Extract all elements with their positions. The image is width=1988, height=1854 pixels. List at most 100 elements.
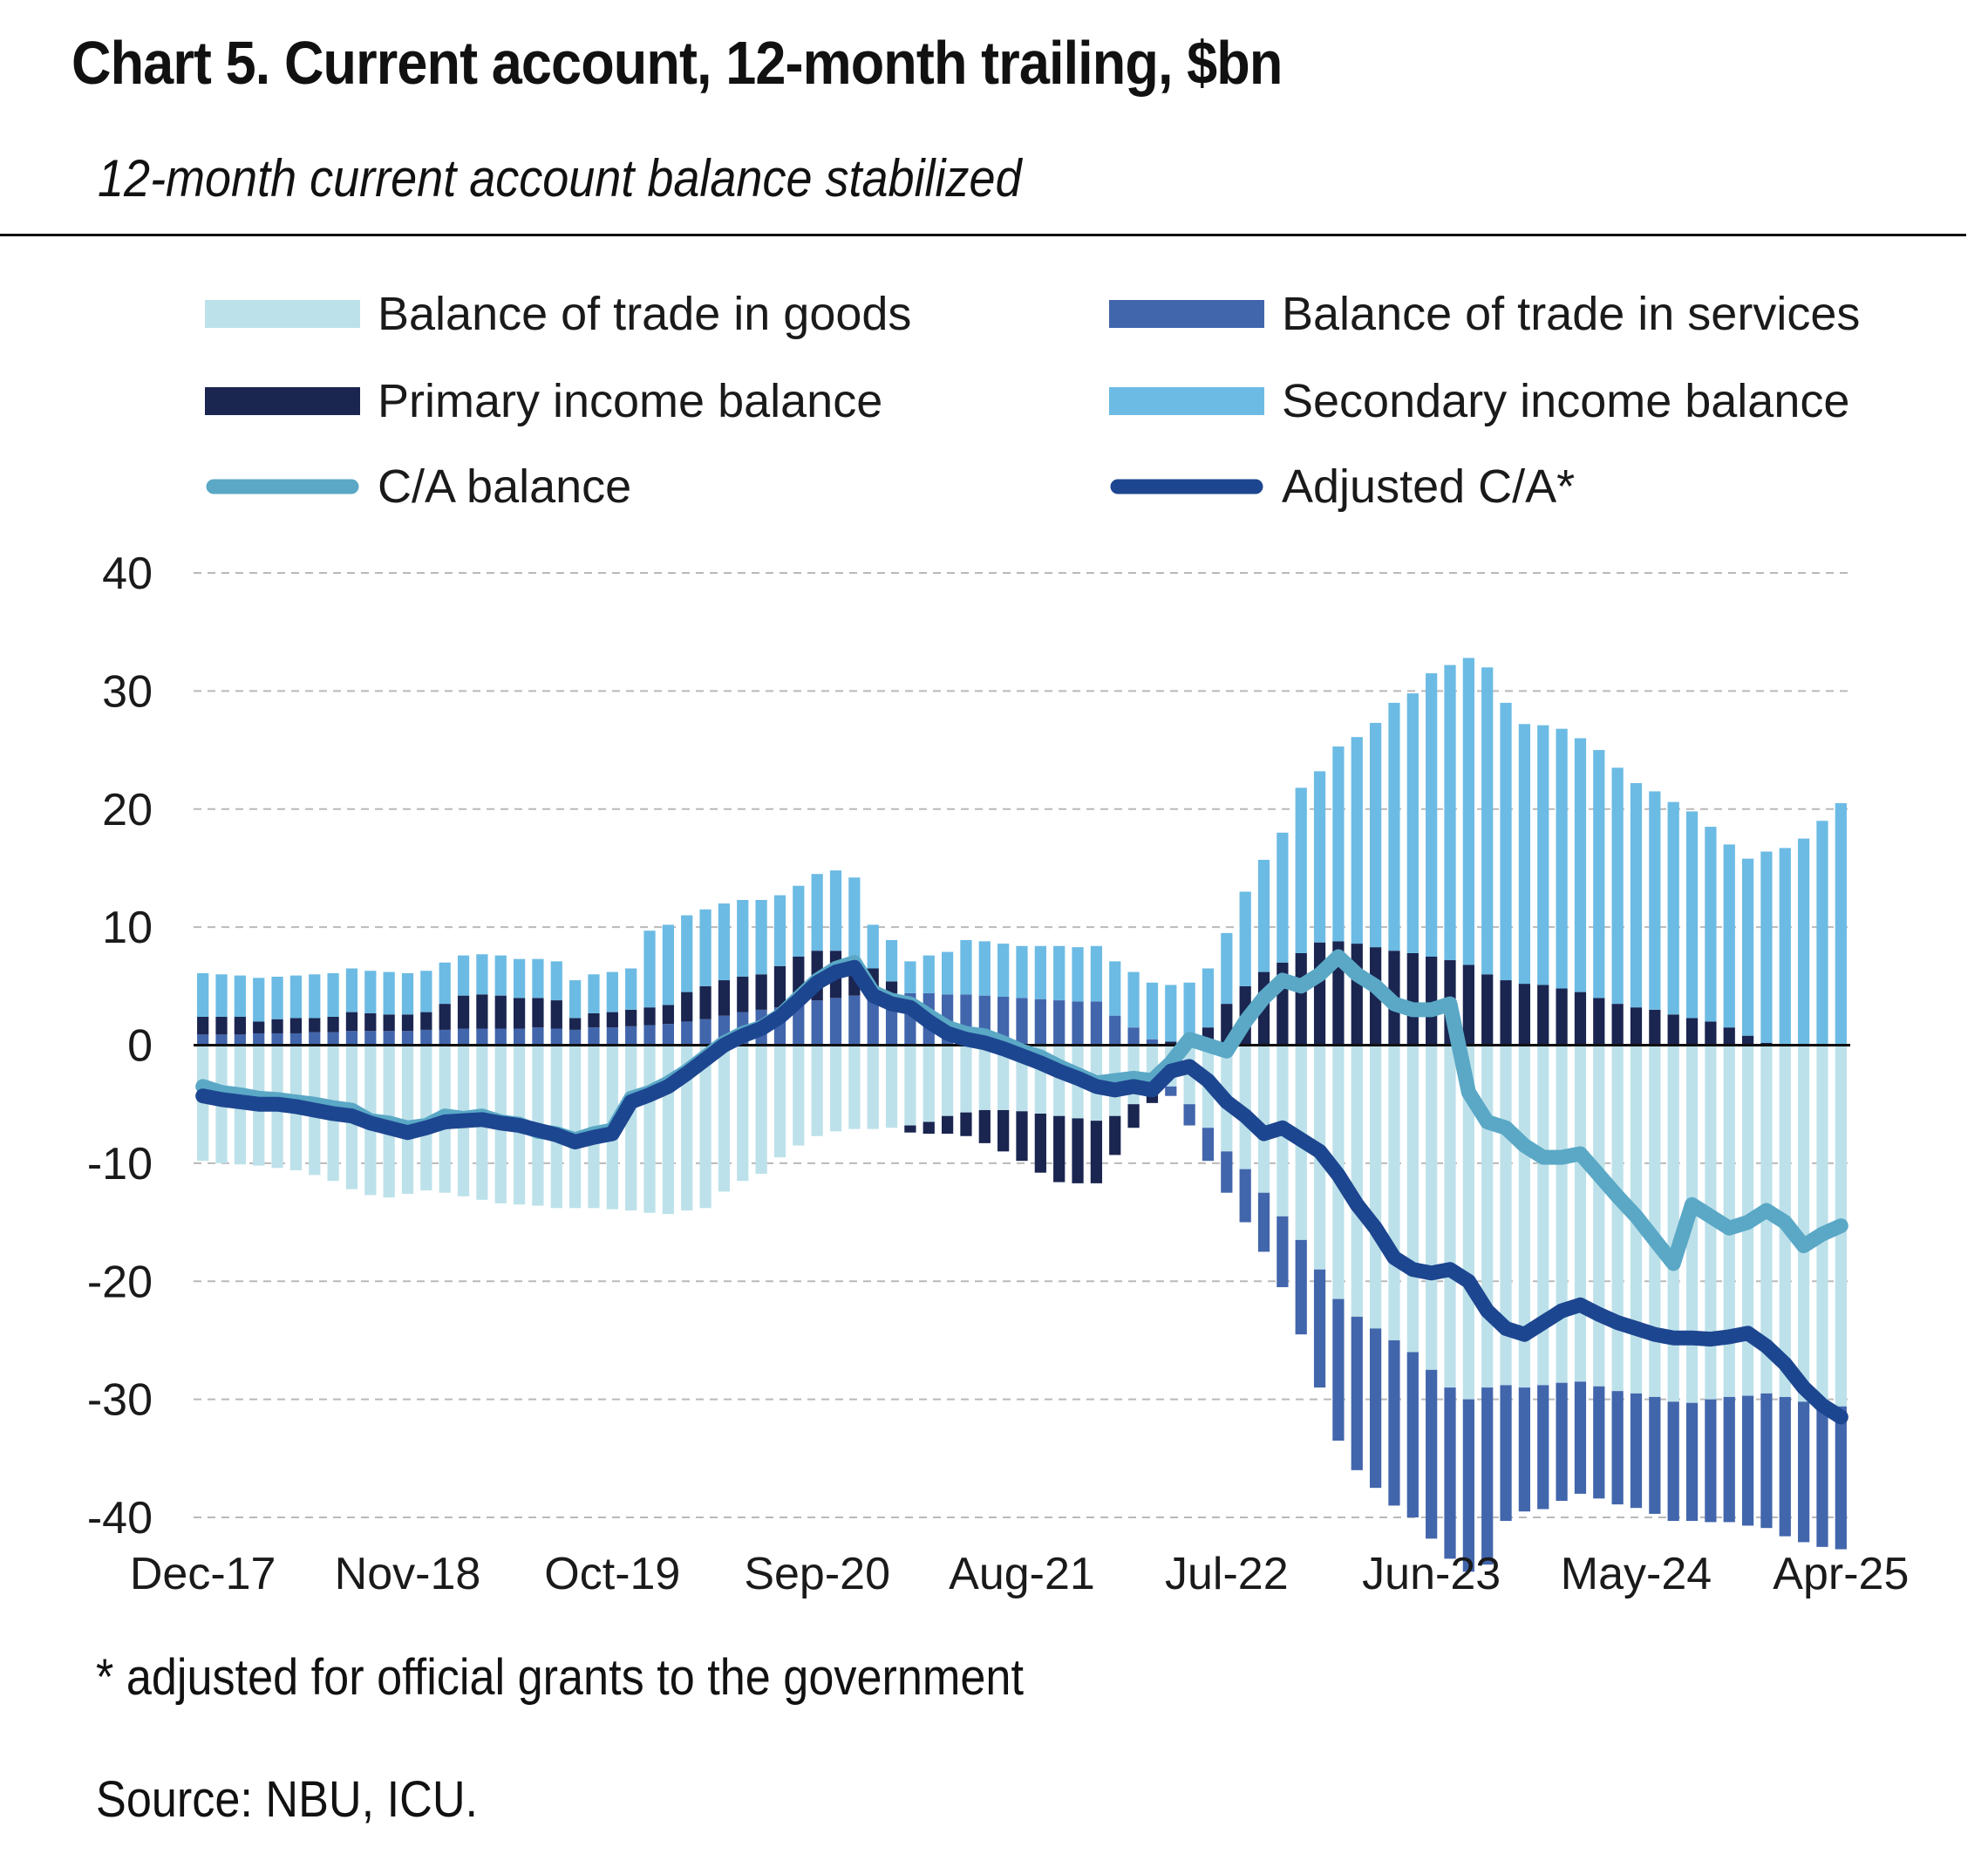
bar-balance-of-trade-in-services — [532, 1027, 544, 1046]
bar-secondary-income-balance — [289, 975, 303, 1019]
bar-balance-of-trade-in-services — [569, 1029, 582, 1046]
bar-primary-income-balance — [420, 1012, 432, 1030]
y-tick-label: 40 — [102, 549, 153, 599]
bar-primary-income-balance — [606, 1012, 618, 1028]
bar-secondary-income-balance — [513, 958, 526, 999]
bar-balance-of-trade-in-goods — [960, 1045, 972, 1113]
bar-balance-of-trade-in-services — [1295, 1239, 1307, 1335]
bar-primary-income-balance — [271, 1019, 283, 1033]
bar-primary-income-balance — [588, 1012, 600, 1028]
bar-primary-income-balance — [1034, 1114, 1046, 1173]
bar-balance-of-trade-in-services — [1798, 1401, 1810, 1543]
bar-balance-of-trade-in-services — [1388, 1339, 1400, 1506]
bar-secondary-income-balance — [1202, 968, 1215, 1028]
bar-secondary-income-balance — [569, 980, 582, 1019]
bar-balance-of-trade-in-services — [1574, 1381, 1587, 1494]
x-tick-label: Sep-20 — [744, 1549, 890, 1599]
bar-primary-income-balance — [1556, 988, 1568, 1046]
bar-secondary-income-balance — [420, 971, 432, 1012]
bar-balance-of-trade-in-services — [867, 994, 879, 1046]
bar-balance-of-trade-in-services — [1649, 1396, 1661, 1514]
bar-secondary-income-balance — [197, 972, 209, 1018]
bar-balance-of-trade-in-services — [1034, 999, 1046, 1046]
bar-balance-of-trade-in-goods — [1760, 1045, 1773, 1394]
bar-primary-income-balance — [1723, 1027, 1735, 1046]
bar-primary-income-balance — [364, 1012, 377, 1032]
bar-balance-of-trade-in-goods — [829, 1045, 842, 1132]
bar-balance-of-trade-in-goods — [793, 1045, 805, 1146]
bar-balance-of-trade-in-services — [457, 1028, 470, 1046]
bar-balance-of-trade-in-goods — [1518, 1045, 1531, 1388]
bar-balance-of-trade-in-services — [588, 1027, 600, 1046]
bar-secondary-income-balance — [1816, 821, 1828, 1046]
bar-balance-of-trade-in-goods — [401, 1045, 414, 1195]
bar-secondary-income-balance — [215, 974, 228, 1018]
bar-balance-of-trade-in-goods — [1406, 1045, 1419, 1353]
bar-secondary-income-balance — [737, 899, 749, 977]
bar-secondary-income-balance — [1016, 945, 1028, 999]
bar-secondary-income-balance — [1760, 851, 1773, 1043]
bar-primary-income-balance — [234, 1017, 246, 1035]
bar-primary-income-balance — [1667, 1014, 1679, 1046]
bar-balance-of-trade-in-services — [699, 1019, 711, 1046]
bar-secondary-income-balance — [401, 972, 414, 1015]
bar-balance-of-trade-in-goods — [811, 1045, 823, 1136]
bar-secondary-income-balance — [1593, 750, 1605, 999]
bar-primary-income-balance — [941, 1115, 954, 1135]
bar-secondary-income-balance — [1835, 802, 1847, 1046]
bar-primary-income-balance — [625, 1009, 637, 1026]
bar-secondary-income-balance — [1183, 982, 1195, 1039]
bar-secondary-income-balance — [253, 978, 265, 1022]
bar-balance-of-trade-in-goods — [885, 1045, 898, 1128]
bar-secondary-income-balance — [885, 940, 898, 982]
bar-balance-of-trade-in-services — [1556, 1382, 1568, 1502]
bar-secondary-income-balance — [1444, 665, 1456, 961]
bar-balance-of-trade-in-services — [476, 1028, 488, 1046]
bar-secondary-income-balance — [755, 899, 767, 975]
bar-balance-of-trade-in-goods — [1481, 1045, 1494, 1388]
bar-primary-income-balance — [1611, 1004, 1624, 1046]
bar-secondary-income-balance — [1239, 891, 1251, 986]
bar-balance-of-trade-in-services — [1835, 1406, 1847, 1550]
bar-balance-of-trade-in-services — [681, 1021, 693, 1046]
bar-secondary-income-balance — [606, 971, 618, 1012]
bar-primary-income-balance — [197, 1017, 209, 1035]
bar-balance-of-trade-in-services — [848, 995, 861, 1046]
bar-balance-of-trade-in-goods — [1444, 1045, 1456, 1388]
bar-balance-of-trade-in-services — [1257, 1192, 1270, 1252]
bar-primary-income-balance — [923, 1121, 935, 1135]
bar-balance-of-trade-in-goods — [1649, 1045, 1661, 1397]
legend-label-primary-income-balance: Primary income balance — [378, 375, 882, 427]
bar-balance-of-trade-in-services — [1760, 1393, 1773, 1529]
x-tick-label: Dec-17 — [130, 1549, 276, 1599]
bar-secondary-income-balance — [1500, 702, 1512, 981]
chart-footnote: * adjusted for official grants to the go… — [96, 1649, 1024, 1706]
bar-primary-income-balance — [718, 980, 731, 1016]
bar-balance-of-trade-in-services — [1426, 1369, 1438, 1539]
bar-balance-of-trade-in-services — [309, 1032, 321, 1046]
bar-primary-income-balance — [1127, 1104, 1140, 1128]
bar-balance-of-trade-in-services — [1146, 1039, 1159, 1046]
bar-balance-of-trade-in-services — [606, 1027, 618, 1046]
bar-secondary-income-balance — [1165, 985, 1177, 1042]
bar-balance-of-trade-in-services — [625, 1026, 637, 1046]
bar-primary-income-balance — [1016, 1111, 1028, 1162]
bar-secondary-income-balance — [1370, 722, 1382, 948]
bar-primary-income-balance — [1146, 1094, 1159, 1103]
bar-balance-of-trade-in-goods — [773, 1045, 786, 1158]
bar-balance-of-trade-in-services — [1481, 1387, 1494, 1565]
bar-secondary-income-balance — [439, 962, 451, 1005]
bar-secondary-income-balance — [494, 955, 507, 996]
bar-balance-of-trade-in-services — [345, 1031, 358, 1046]
bar-primary-income-balance — [1574, 992, 1587, 1046]
bar-balance-of-trade-in-services — [1239, 1169, 1251, 1223]
bar-balance-of-trade-in-goods — [643, 1045, 656, 1213]
bar-secondary-income-balance — [345, 968, 358, 1012]
bar-secondary-income-balance — [457, 955, 470, 996]
bar-primary-income-balance — [997, 1109, 1010, 1152]
y-tick-label: -10 — [87, 1139, 153, 1189]
bar-secondary-income-balance — [1351, 737, 1363, 944]
chart-title: Chart 5. Current account, 12-month trail… — [71, 29, 1283, 97]
y-tick-label: 20 — [102, 785, 153, 835]
